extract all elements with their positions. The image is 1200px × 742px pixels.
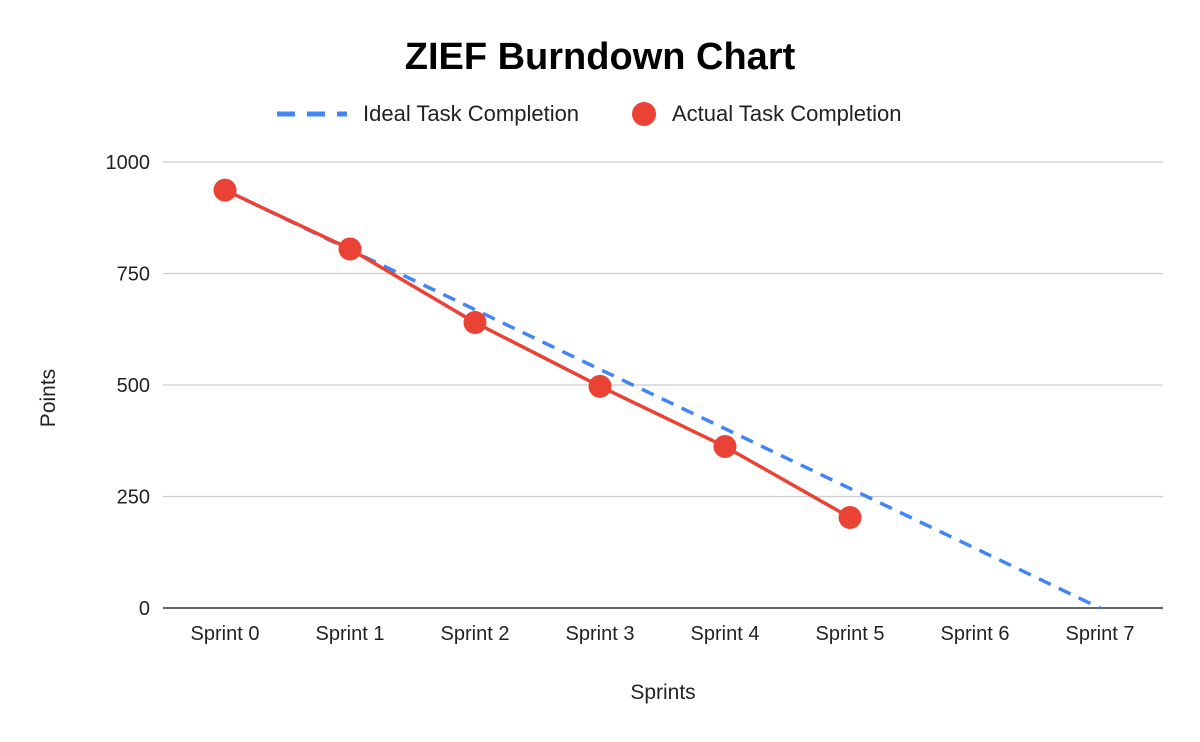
series-layer — [213, 178, 1101, 610]
legend-swatch-actual — [632, 102, 656, 126]
x-axis-title: Sprints — [630, 681, 695, 704]
x-tick-label: Sprint 4 — [691, 623, 760, 645]
legend: Ideal Task Completion Actual Task Comple… — [277, 101, 902, 126]
gridlines — [163, 161, 1163, 609]
x-tick-label: Sprint 7 — [1066, 623, 1135, 645]
data-point-actual[interactable] — [338, 237, 362, 261]
legend-item-actual[interactable]: Actual Task Completion — [632, 101, 902, 126]
legend-label-ideal: Ideal Task Completion — [363, 101, 579, 126]
data-point-actual[interactable] — [213, 178, 237, 202]
x-tick-label: Sprint 6 — [941, 623, 1010, 645]
data-point-actual[interactable] — [463, 311, 487, 335]
y-tick-label: 500 — [117, 375, 150, 397]
x-tick-label: Sprint 5 — [816, 623, 885, 645]
data-point-actual[interactable] — [838, 505, 862, 529]
chart-title: ZIEF Burndown Chart — [405, 36, 796, 78]
y-tick-label: 250 — [117, 487, 150, 509]
series-line-actual — [224, 188, 851, 519]
y-axis-tick-labels: 0 250 500 750 1000 — [106, 152, 151, 620]
legend-item-ideal[interactable]: Ideal Task Completion — [277, 101, 579, 126]
data-point-actual[interactable] — [588, 374, 612, 398]
y-tick-label: 1000 — [106, 152, 151, 174]
x-tick-label: Sprint 0 — [191, 623, 260, 645]
x-tick-label: Sprint 2 — [441, 623, 510, 645]
data-point-actual[interactable] — [713, 435, 737, 459]
y-tick-label: 0 — [139, 598, 150, 620]
y-axis-title: Points — [37, 369, 60, 427]
x-tick-label: Sprint 3 — [566, 623, 635, 645]
x-axis-tick-labels: Sprint 0 Sprint 1 Sprint 2 Sprint 3 Sprint 4… — [191, 623, 1135, 645]
legend-label-actual: Actual Task Completion — [672, 101, 902, 126]
x-tick-label: Sprint 1 — [316, 623, 385, 645]
y-tick-label: 750 — [117, 264, 150, 286]
